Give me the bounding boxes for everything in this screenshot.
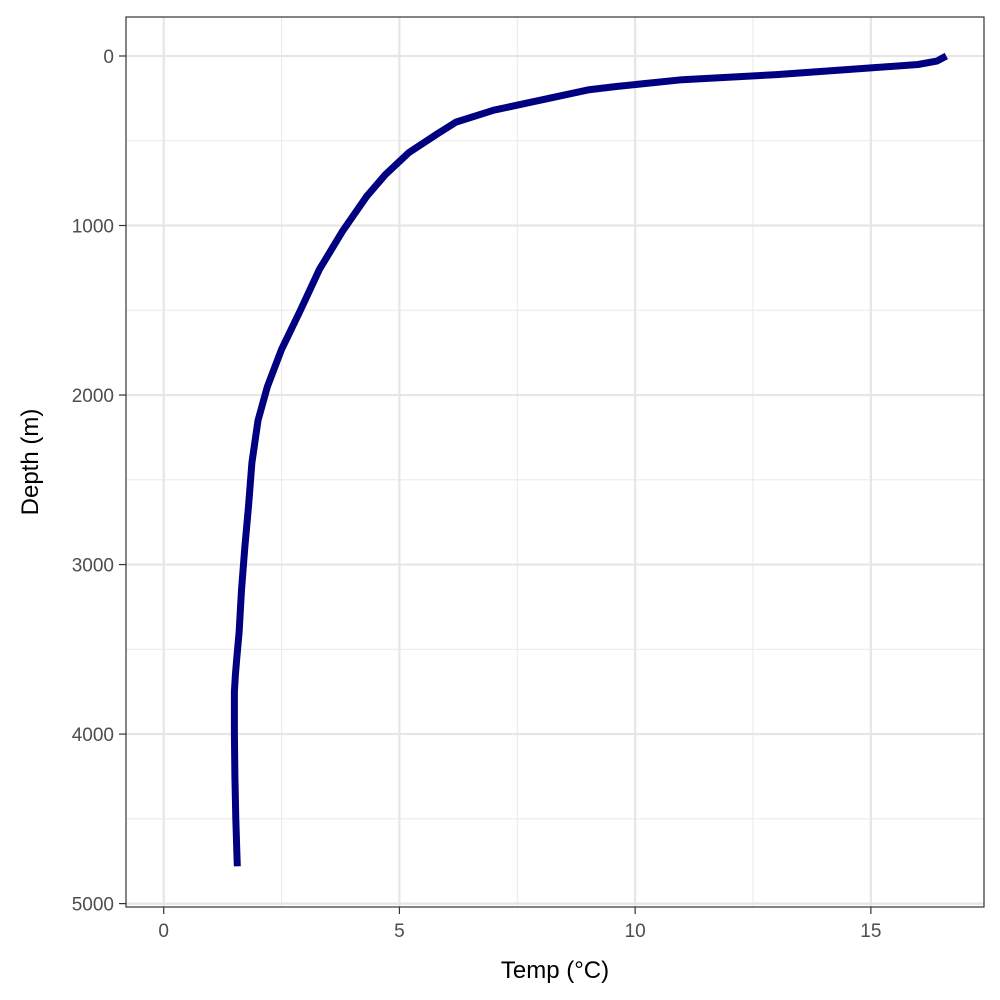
- minor-gridlines: [126, 17, 984, 907]
- y-axis-title: Depth (m): [17, 409, 44, 516]
- x-tick-label: 5: [394, 921, 405, 942]
- temperature-profile-line: [230, 52, 948, 867]
- y-tick-label: 5000: [72, 895, 114, 916]
- y-tick-label: 4000: [72, 725, 114, 746]
- x-axis-title: Temp (°C): [501, 957, 609, 984]
- major-gridlines: [126, 17, 984, 907]
- y-axis-ticks: 0 1000 2000 3000 4000 5000: [72, 47, 126, 916]
- y-tick-label: 0: [103, 47, 114, 68]
- x-tick-label: 0: [158, 921, 169, 942]
- y-tick-label: 2000: [72, 386, 114, 407]
- y-tick-label: 3000: [72, 556, 114, 577]
- x-tick-label: 10: [625, 921, 646, 942]
- x-tick-label: 15: [860, 921, 881, 942]
- plot-panel-background: [126, 17, 984, 907]
- plot-panel-border: [125, 16, 985, 908]
- x-axis-ticks: 0 5 10 15: [158, 907, 881, 942]
- y-tick-label: 1000: [72, 217, 114, 238]
